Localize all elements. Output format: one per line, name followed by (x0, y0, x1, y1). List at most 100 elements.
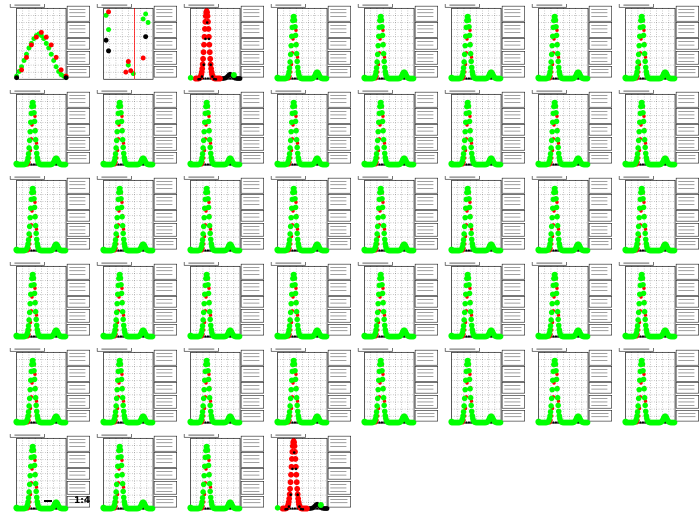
stats-box (415, 223, 438, 236)
marker-black (208, 38, 211, 41)
histogram-panel (95, 90, 181, 176)
marker-green (63, 248, 69, 254)
marker-green (119, 291, 125, 297)
marker-green (274, 333, 280, 339)
marker-green (205, 110, 211, 116)
marker-green (287, 151, 293, 157)
stats-box (676, 108, 699, 123)
marker-green (288, 301, 294, 307)
marker-green (206, 291, 212, 297)
marker-green (187, 247, 193, 253)
histogram-svg (356, 90, 442, 176)
marker-green (119, 119, 125, 125)
histogram-panel (530, 4, 616, 90)
stats-box (241, 38, 264, 49)
histogram-svg (269, 90, 355, 176)
stats-box (241, 108, 264, 123)
marker-green (187, 333, 193, 339)
marker-green (555, 231, 561, 237)
marker-green (375, 301, 381, 307)
stats-box (328, 22, 351, 37)
title-box (271, 176, 305, 179)
legend-box (328, 238, 351, 249)
marker-black (639, 249, 641, 251)
legend-box (589, 152, 612, 163)
marker-black (294, 163, 296, 165)
marker-green (379, 189, 385, 195)
histogram-panel (443, 4, 529, 90)
marker-green (374, 145, 380, 151)
stats-box (415, 22, 438, 37)
histogram-svg (269, 262, 355, 348)
stats-box (676, 223, 699, 236)
marker-green (120, 317, 126, 323)
marker-green (113, 151, 119, 157)
stats-box (154, 38, 177, 49)
marker-red (24, 55, 29, 60)
marker-black (378, 77, 380, 79)
marker-green (292, 110, 298, 116)
marker-red (123, 70, 128, 75)
marker-green (293, 300, 299, 306)
marker-green (374, 65, 380, 71)
legend-box (502, 238, 525, 249)
marker-green (294, 223, 300, 229)
title-box (271, 90, 305, 93)
marker-black (465, 163, 467, 165)
marker-green (553, 103, 559, 109)
marker-green (207, 223, 213, 229)
marker-green (205, 275, 211, 281)
stats-box (328, 92, 351, 107)
marker-green (31, 196, 37, 202)
marker-green (641, 33, 647, 39)
stats-box (154, 210, 177, 221)
stats-box (67, 51, 90, 64)
stats-box (676, 6, 699, 21)
marker-green (549, 52, 555, 58)
marker-green (118, 103, 124, 109)
marker-green (641, 128, 647, 134)
marker-green (548, 145, 554, 151)
stats-box (67, 210, 90, 221)
legend-box (502, 66, 525, 77)
marker-green (27, 129, 33, 135)
marker-green (379, 24, 385, 30)
histogram-panel (617, 4, 700, 90)
marker-green (294, 145, 300, 151)
marker-green (288, 129, 294, 135)
marker-green (26, 323, 32, 329)
marker-black (117, 335, 119, 337)
stats-box (415, 108, 438, 123)
title-box (10, 176, 44, 179)
marker-green (150, 162, 156, 168)
marker-green (380, 291, 386, 297)
marker-red (206, 26, 212, 32)
marker-green (113, 231, 119, 237)
legend-box (415, 324, 438, 335)
stats-box (67, 309, 90, 322)
histogram-panel (269, 90, 355, 176)
stats-box (67, 280, 90, 295)
marker-green (554, 119, 560, 125)
stats-box (415, 210, 438, 221)
marker-green (26, 145, 32, 151)
marker-green (641, 42, 647, 48)
stats-box (328, 137, 351, 150)
marker-green (119, 128, 125, 134)
marker-black (143, 34, 148, 39)
marker-green (554, 42, 560, 48)
stats-box (589, 38, 612, 49)
legend-box (676, 152, 699, 163)
legend-box (154, 238, 177, 249)
marker-green (324, 334, 330, 340)
marker-green (380, 119, 386, 125)
marker-green (642, 231, 648, 237)
stats-box (415, 137, 438, 150)
histogram-panel (95, 4, 181, 90)
legend-box (67, 66, 90, 77)
histogram-svg (530, 90, 616, 176)
histogram-panel (182, 90, 268, 176)
marker-red (106, 9, 111, 14)
histogram-panel (356, 4, 442, 90)
marker-black (642, 77, 644, 79)
